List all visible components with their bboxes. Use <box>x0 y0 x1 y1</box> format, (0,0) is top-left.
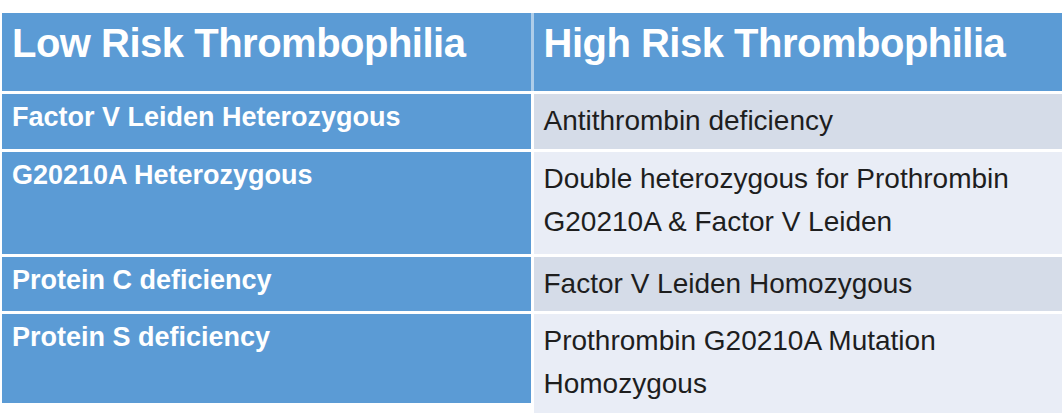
high-risk-cell-row-2: Double heterozygous for Prothrombin G202… <box>534 152 1063 254</box>
low-risk-cell-row-1: Factor V Leiden Heterozygous <box>2 94 531 149</box>
low-risk-cell-row-2: G20210A Heterozygous <box>2 152 531 254</box>
low-risk-cell-row-4: Protein S deficiency <box>2 314 531 403</box>
high-risk-cell-row-3: Factor V Leiden Homozygous <box>534 257 1063 311</box>
header-column-divider <box>531 13 534 91</box>
header-cell-low-risk: Low Risk Thrombophilia <box>2 13 531 91</box>
header-cell-high-risk: High Risk Thrombophilia <box>534 13 1063 91</box>
cropped-cell-remainder <box>534 402 1063 413</box>
high-risk-cell-row-1: Antithrombin deficiency <box>534 94 1063 149</box>
high-risk-cell-row-4: Prothrombin G20210A Mutation Homozygous <box>534 314 1063 403</box>
low-risk-cell-row-3: Protein C deficiency <box>2 257 531 311</box>
